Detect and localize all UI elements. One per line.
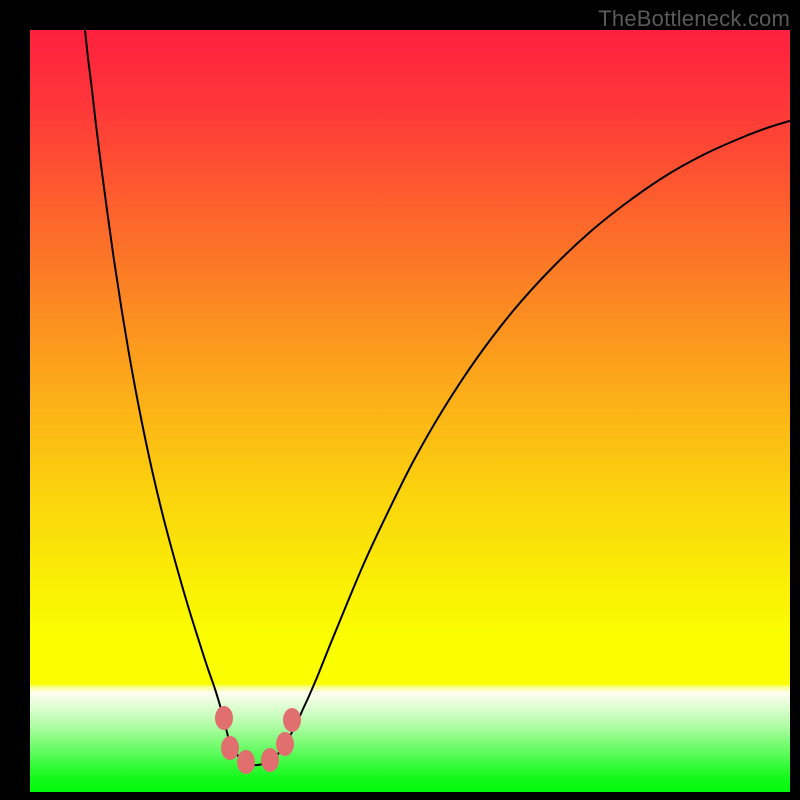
curve-marker: [261, 748, 279, 772]
chart-frame: TheBottleneck.com: [0, 0, 800, 800]
curve-marker: [276, 732, 294, 756]
curve-marker: [215, 706, 233, 730]
gradient-background: [30, 30, 790, 792]
watermark-text: TheBottleneck.com: [598, 6, 790, 32]
curve-marker: [283, 708, 301, 732]
plot-area: [30, 30, 790, 792]
curve-marker: [221, 736, 239, 760]
curve-marker: [237, 750, 255, 774]
chart-svg: [30, 30, 790, 792]
